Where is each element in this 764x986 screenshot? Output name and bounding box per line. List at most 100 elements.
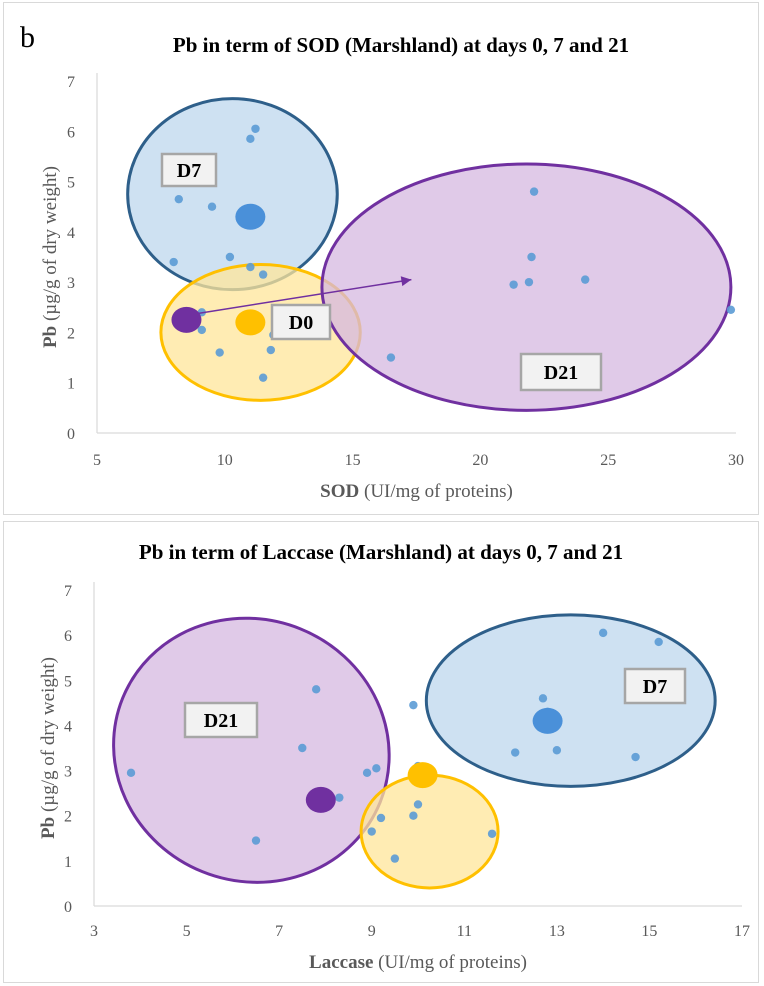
x-axis-title: SOD (UI/mg of proteins) [320,481,513,502]
data-point [367,827,376,836]
data-point [487,829,497,838]
group-ellipse-d7 [126,97,339,292]
group-label-box-d0 [270,303,332,341]
data-point [538,694,548,703]
group-label-box-d7 [623,667,687,705]
mean-marker [235,309,266,336]
x-axis-title-bold: Laccase [309,952,373,973]
data-point [258,373,268,382]
x-tick-label: 3 [90,923,98,940]
data-point [726,305,736,314]
x-tick-label: 15 [641,923,657,940]
panel-letter: b [20,21,35,54]
x-tick-label: 11 [457,923,472,940]
chart-panel-laccase: Pb in term of Laccase (Marshland) at day… [3,521,759,983]
x-tick-label: 9 [368,923,376,940]
y-tick-label: 0 [67,426,75,443]
chart-title: Pb in term of SOD (Marshland) at days 0,… [172,33,630,57]
data-point [580,275,590,284]
data-point [298,743,307,753]
x-axis-title-unit: (UI/mg of proteins) [359,481,513,502]
group-label-box-d7 [160,152,218,188]
data-point [654,637,663,647]
y-tick-label: 5 [64,673,72,690]
x-axis-title-bold: SOD [320,481,359,502]
data-point [197,325,206,335]
data-point [409,700,418,710]
y-tick-label: 0 [64,899,72,916]
x-tick-label: 30 [728,452,744,469]
data-point [174,194,183,204]
data-point [335,793,344,802]
y-tick-label: 2 [64,809,72,826]
y-tick-label: 2 [67,325,75,342]
data-point [631,752,640,762]
data-point [251,124,260,133]
y-tick-label: 3 [64,764,72,781]
x-tick-label: 25 [600,452,616,469]
y-tick-label: 6 [67,124,75,141]
data-point [258,270,268,279]
data-point [225,252,235,262]
data-point [215,348,224,357]
data-point [266,345,276,355]
y-axis-title: Pb (µg/g of dry weight) [38,657,59,839]
x-axis-title: Laccase (UI/mg of proteins) [309,952,527,973]
mean-marker [532,707,563,734]
y-tick-label: 4 [67,225,75,242]
group-label-d21: D21 [204,710,238,732]
x-tick-label: 7 [275,923,283,940]
data-point [126,768,136,778]
data-point [509,280,518,289]
mean-marker [235,203,266,230]
group-ellipse-d21 [320,162,733,412]
data-point [386,353,396,362]
group-label-d7: D7 [643,676,667,698]
data-point [511,748,520,757]
data-point [246,262,255,272]
data-point [527,252,536,262]
y-tick-label: 1 [64,854,72,871]
data-point [524,277,534,287]
data-point [413,800,423,809]
x-tick-label: 5 [93,452,101,469]
chart-title: Pb in term of Laccase (Marshland) at day… [138,540,624,564]
y-axis-title-unit: (µg/g of dry weight) [38,657,59,817]
y-axis-title-bold: Pb [38,817,59,839]
x-tick-label: 20 [472,452,488,469]
x-tick-label: 5 [183,923,191,940]
chart-plot-sod: 5 10 15 20 25 30 0 1 2 3 4 5 6 7 SOD (UI/mg of protein… [40,73,744,502]
group-label-box-d21 [183,701,259,739]
data-point [251,836,261,845]
y-axis-title-unit: (µg/g of dry weight) [40,166,61,326]
data-point [376,813,386,823]
mean-marker [407,762,438,789]
transition-arrow [188,278,412,316]
x-tick-label: 10 [217,452,233,469]
y-tick-label: 1 [67,376,75,393]
x-tick-label: 13 [549,923,565,940]
mean-marker [171,306,202,333]
data-point [529,187,539,196]
group-label-d7: D7 [177,160,201,182]
y-tick-label: 6 [64,628,72,645]
group-ellipse-d21 [112,616,391,884]
x-tick-label: 17 [734,923,750,940]
y-tick-label: 4 [64,718,72,735]
mean-marker [305,786,336,813]
group-label-box-d21 [519,352,603,392]
data-point [372,764,381,773]
y-axis-title-bold: Pb [40,326,61,348]
y-tick-label: 7 [64,583,72,600]
data-point [409,811,418,820]
data-point [390,854,400,863]
data-point [552,746,562,755]
data-point [207,202,217,211]
y-tick-label: 3 [67,275,75,292]
data-point [246,134,255,144]
y-tick-label: 7 [67,74,75,91]
group-ellipse-d0 [359,773,500,890]
group-ellipse-d7 [424,613,717,788]
data-point [169,257,178,267]
data-point [598,628,608,638]
